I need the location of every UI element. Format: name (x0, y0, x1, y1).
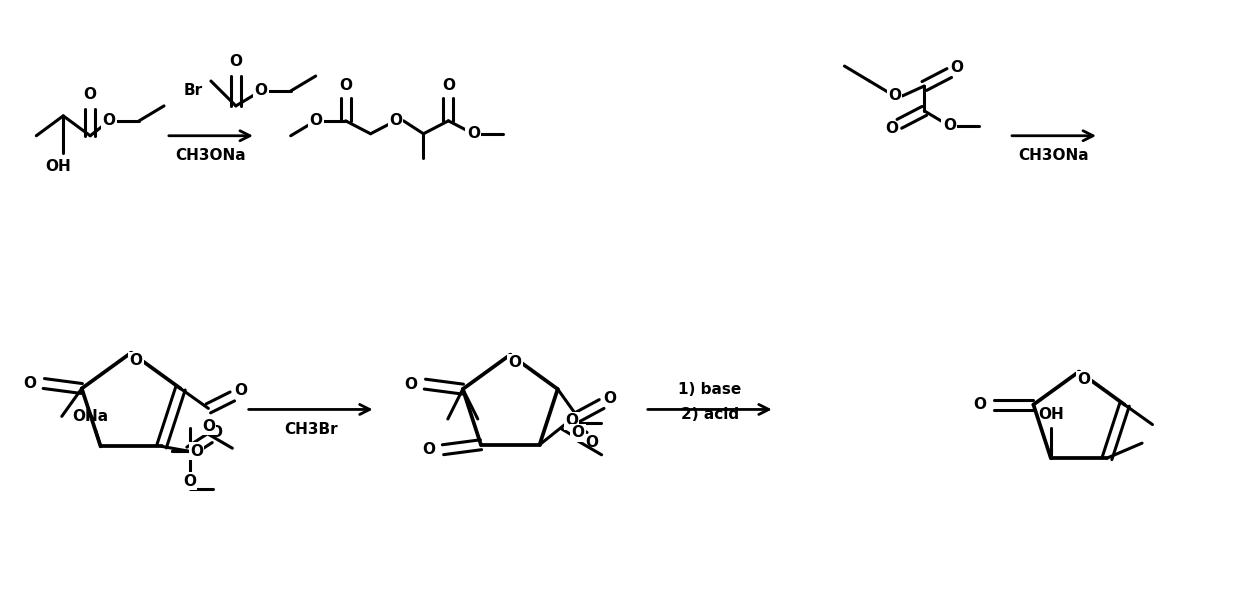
Text: ONa: ONa (73, 409, 109, 424)
Text: O: O (130, 353, 143, 368)
Text: O: O (229, 54, 242, 68)
Text: 2) acid: 2) acid (681, 407, 739, 422)
Text: O: O (888, 88, 901, 103)
Text: O: O (423, 442, 435, 457)
Text: O: O (234, 383, 247, 398)
Text: O: O (942, 119, 956, 133)
Text: Br: Br (184, 83, 202, 99)
Text: O: O (885, 122, 898, 136)
Text: O: O (585, 435, 598, 450)
Text: O: O (24, 376, 36, 391)
Text: O: O (190, 444, 203, 459)
Text: O: O (466, 126, 480, 141)
Text: O: O (309, 113, 322, 128)
Text: O: O (103, 113, 115, 128)
Text: O: O (202, 419, 215, 434)
Text: O: O (83, 87, 97, 103)
Text: O: O (508, 355, 522, 370)
Text: OH: OH (1038, 407, 1064, 422)
Text: O: O (184, 474, 196, 489)
Text: O: O (572, 425, 584, 440)
Text: O: O (404, 376, 418, 392)
Text: CH3ONa: CH3ONa (176, 148, 247, 163)
Text: CH3Br: CH3Br (284, 422, 337, 437)
Text: O: O (1078, 372, 1090, 387)
Text: O: O (210, 425, 222, 440)
Text: O: O (973, 397, 986, 412)
Text: O: O (951, 60, 963, 74)
Text: O: O (603, 391, 616, 405)
Text: CH3ONa: CH3ONa (1019, 148, 1089, 163)
Text: O: O (441, 78, 455, 93)
Text: 1) base: 1) base (678, 382, 742, 397)
Text: O: O (565, 414, 578, 428)
Text: O: O (389, 113, 402, 128)
Text: O: O (339, 78, 352, 93)
Text: O: O (254, 83, 268, 99)
Text: OH: OH (46, 159, 71, 174)
